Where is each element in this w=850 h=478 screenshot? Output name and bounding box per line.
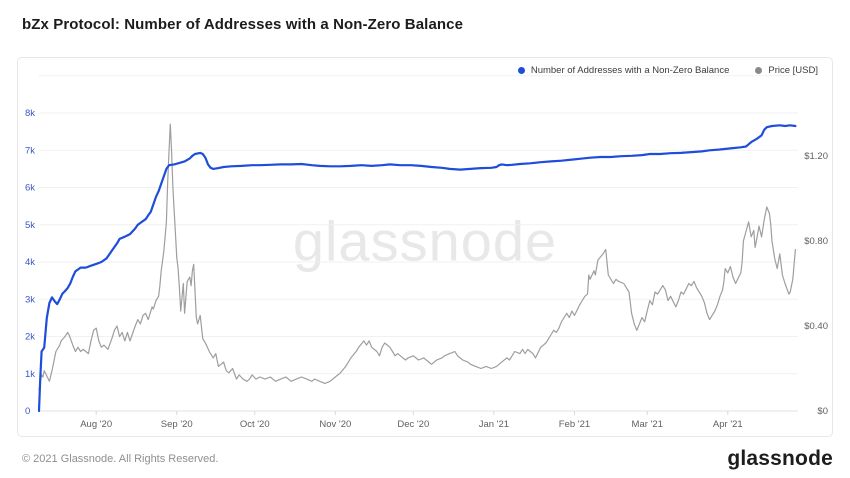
right-axis-tick-label: $0.80 (804, 236, 828, 247)
left-axis-tick-label: 4k (25, 257, 35, 268)
x-tick-label: Apr '21 (713, 419, 743, 430)
right-axis-tick-label: $0.40 (804, 321, 828, 332)
left-axis-tick-label: 5k (25, 220, 35, 231)
legend-item-price[interactable]: Price [USD] (755, 65, 818, 76)
x-tick-label: Aug '20 (80, 419, 112, 430)
x-tick-label: Sep '20 (161, 419, 193, 430)
left-axis-tick-label: 1k (25, 369, 35, 380)
left-axis-tick-label: 7k (25, 145, 35, 156)
left-axis-tick-label: 8k (25, 108, 35, 119)
legend-item-addresses[interactable]: Number of Addresses with a Non-Zero Bala… (517, 65, 730, 76)
x-tick-label: Jan '21 (479, 419, 509, 430)
right-axis-tick-label: $0 (817, 406, 828, 417)
glassnode-logo[interactable]: glassnode (727, 447, 833, 470)
copyright-text: © 2021 Glassnode. All Rights Reserved. (22, 453, 219, 465)
chart-svg[interactable]: Aug '20 Sep '20 Oct '20 Nov '20 Dec '20 Jan '… (18, 58, 834, 438)
page-title: bZx Protocol: Number of Addresses with a… (22, 16, 464, 33)
price-series-dot-icon (755, 67, 763, 74)
series-line-addresses (37, 124, 797, 413)
x-tick-label: Dec '20 (397, 419, 429, 430)
x-tick-label: Oct '20 (240, 419, 270, 430)
left-axis-tick-label: 6k (25, 183, 35, 194)
chart-legend: Number of Addresses with a Non-Zero Bala… (517, 65, 818, 76)
left-axis-tick-label: 2k (25, 332, 35, 343)
chart-card: Number of Addresses with a Non-Zero Bala… (17, 57, 833, 437)
x-tick-label: Nov '20 (319, 419, 351, 430)
series-line-price (38, 123, 797, 391)
addresses-series-dot-icon (517, 67, 525, 74)
x-tick-label: Feb '21 (559, 419, 590, 430)
footer: © 2021 Glassnode. All Rights Reserved. g… (22, 444, 833, 474)
left-axis-tick-label: 0 (25, 406, 30, 417)
legend-label: Price [USD] (768, 65, 818, 76)
legend-label: Number of Addresses with a Non-Zero Bala… (530, 65, 730, 76)
x-tick-label: Mar '21 (632, 419, 663, 430)
left-axis-tick-label: 3k (25, 294, 35, 305)
right-axis-tick-label: $1.20 (804, 151, 828, 162)
